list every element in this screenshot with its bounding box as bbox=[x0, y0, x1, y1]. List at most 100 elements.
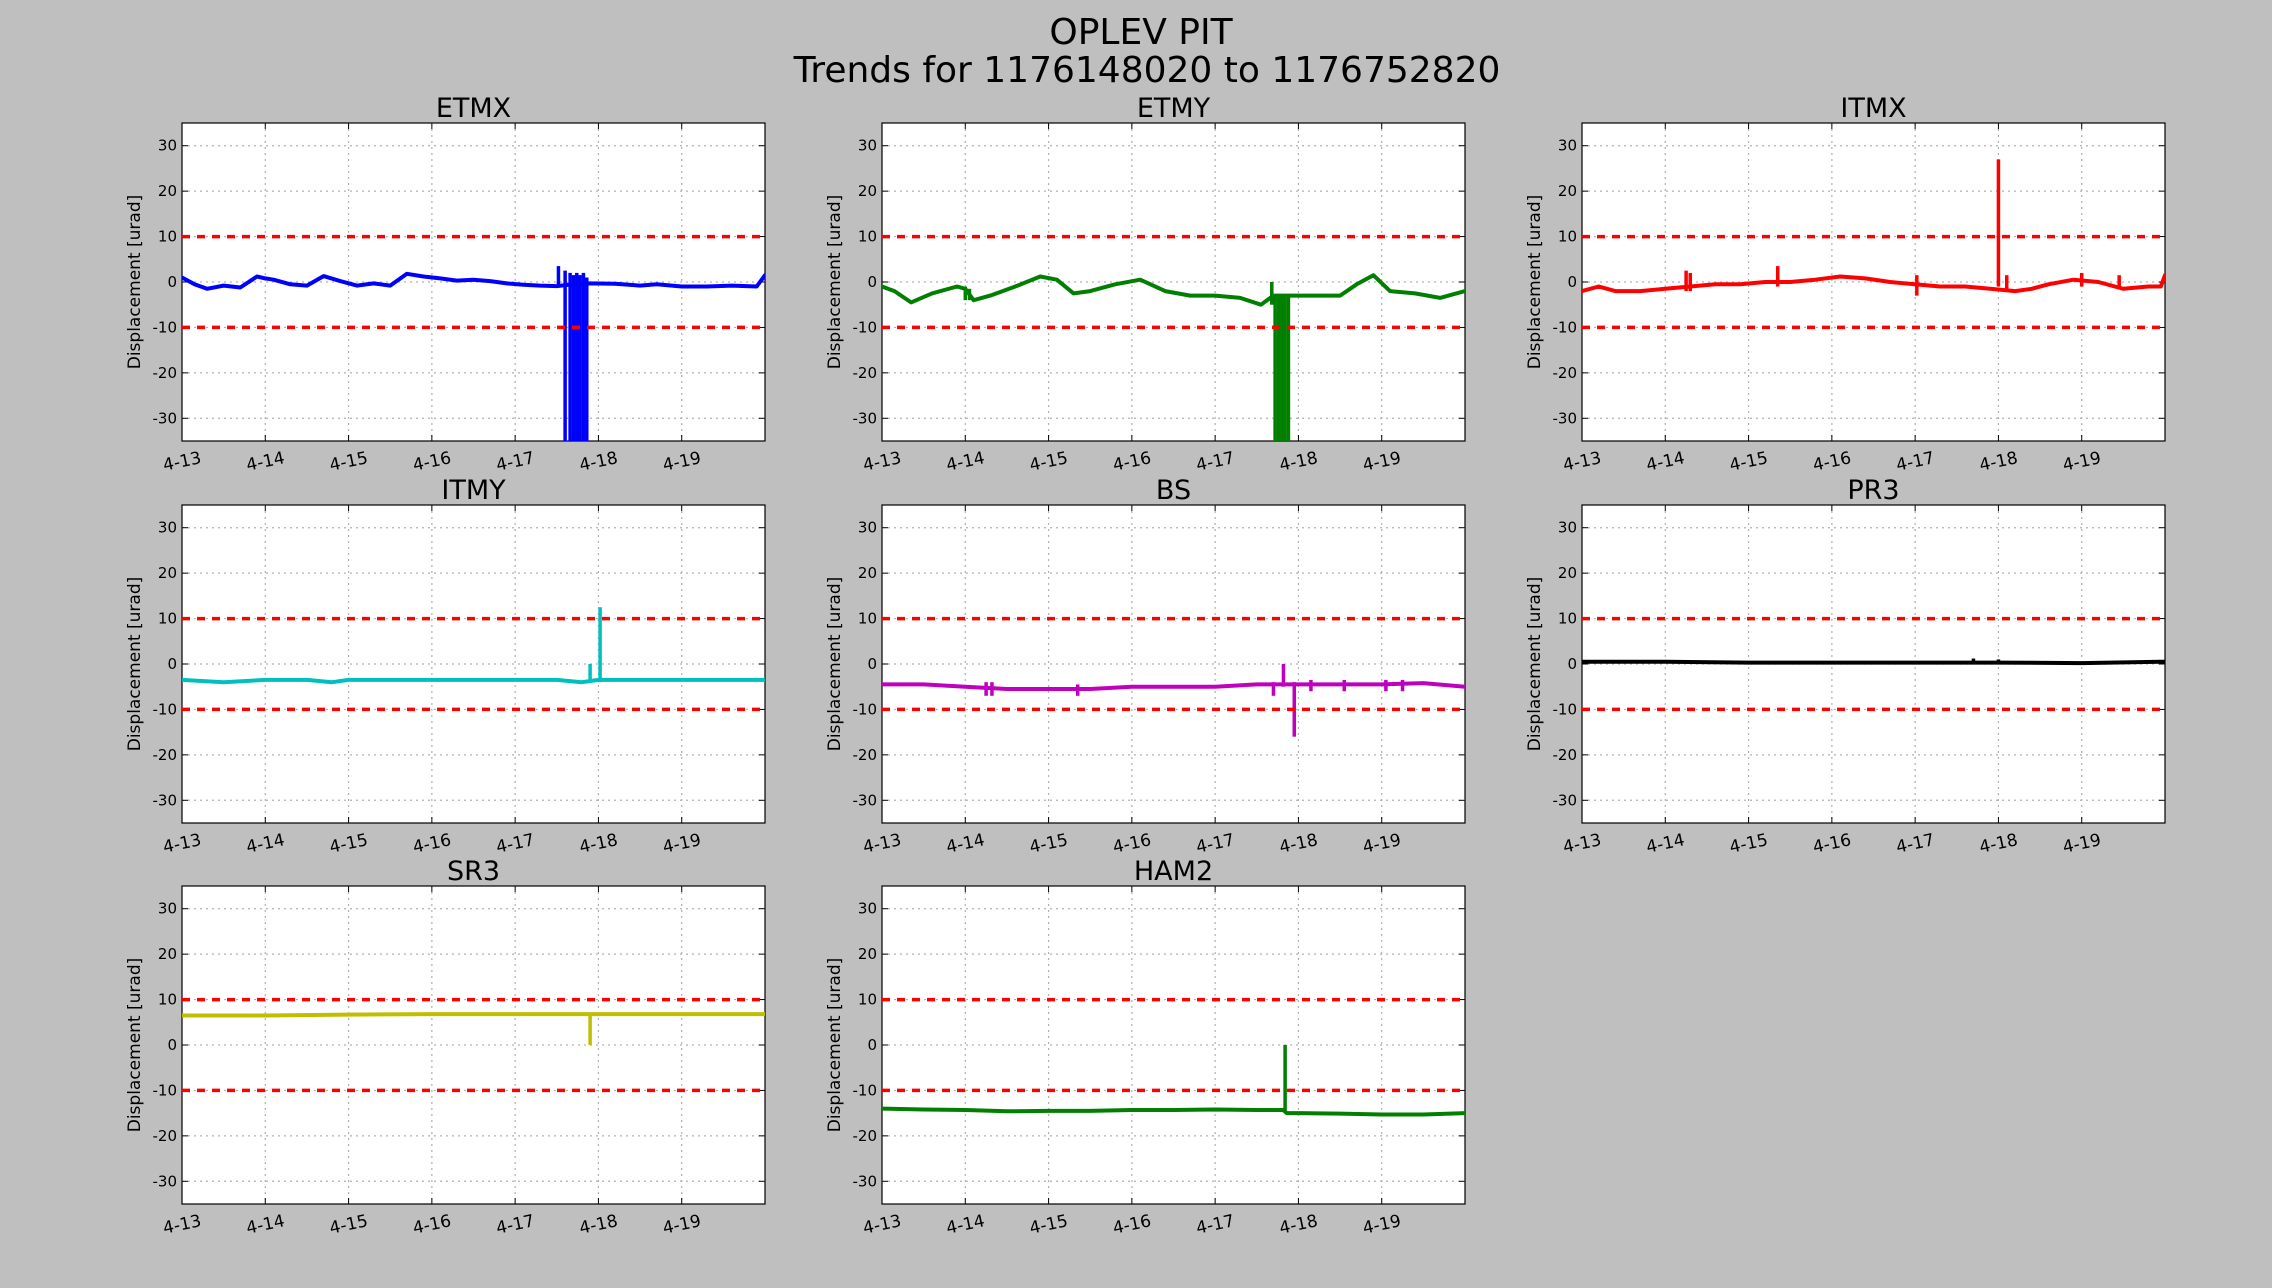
subplot-etmx: 30 20 10 0 -10 -20 -30 4-13 4-14 4-15 4-16 4-17 4-18… bbox=[125, 93, 766, 476]
y-tick-label: -10 bbox=[853, 1081, 878, 1099]
y-tick-label: 0 bbox=[867, 655, 877, 673]
x-tick-label: 4-19 bbox=[1361, 448, 1403, 476]
y-tick-label: 30 bbox=[858, 519, 877, 537]
y-tick-label: 10 bbox=[1558, 610, 1577, 628]
x-tick-label: 4-14 bbox=[1645, 448, 1687, 476]
subplot-title: PR3 bbox=[1847, 475, 1899, 506]
x-tick-label: 4-16 bbox=[411, 830, 453, 858]
x-tick-label: 4-16 bbox=[411, 1211, 453, 1239]
y-axis-label: Displacement [urad] bbox=[1525, 195, 1545, 370]
plot-area bbox=[881, 885, 1466, 1205]
x-tick-label: 4-16 bbox=[1111, 448, 1153, 476]
x-tick-label: 4-18 bbox=[1278, 1211, 1320, 1239]
y-tick-label: -20 bbox=[153, 364, 178, 382]
y-tick-label: 30 bbox=[858, 900, 877, 918]
x-tick-label: 4-18 bbox=[578, 448, 620, 476]
series-line bbox=[182, 1012, 765, 1018]
x-tick-label: 4-13 bbox=[1561, 448, 1603, 476]
x-tick-label: 4-15 bbox=[328, 448, 370, 476]
data-layer bbox=[182, 234, 765, 441]
subplot-bs: 30 20 10 0 -10 -20 -30 4-13 4-14 4-15 4-16 4-17 4-18… bbox=[825, 475, 1466, 858]
x-tick-label: 4-13 bbox=[861, 1211, 903, 1239]
y-tick-label: 20 bbox=[858, 182, 877, 200]
x-tick-label: 4-16 bbox=[1811, 830, 1853, 858]
y-tick-label: -10 bbox=[853, 700, 878, 718]
x-tick-label: 4-13 bbox=[161, 830, 203, 858]
y-tick-label: 30 bbox=[158, 137, 177, 155]
x-tick-label: 4-13 bbox=[861, 830, 903, 858]
y-tick-label: 0 bbox=[867, 273, 877, 291]
series-line bbox=[1582, 273, 2165, 294]
y-tick-label: 20 bbox=[858, 945, 877, 963]
subplot-title: BS bbox=[1156, 475, 1191, 506]
y-tick-label: -30 bbox=[853, 409, 878, 427]
series-line bbox=[182, 271, 765, 291]
x-tick-label: 4-19 bbox=[1361, 830, 1403, 858]
y-tick-label: -20 bbox=[153, 746, 178, 764]
series-line bbox=[882, 1106, 1465, 1117]
x-tick-label: 4-19 bbox=[661, 448, 703, 476]
x-tick-label: 4-17 bbox=[1894, 830, 1936, 858]
y-tick-label: 20 bbox=[158, 182, 177, 200]
y-tick-label: 10 bbox=[858, 228, 877, 246]
x-tick-label: 4-18 bbox=[1278, 448, 1320, 476]
x-tick-label: 4-19 bbox=[2061, 448, 2103, 476]
x-tick-label: 4-13 bbox=[861, 448, 903, 476]
y-tick-label: -20 bbox=[1553, 364, 1578, 382]
y-axis-label: Displacement [urad] bbox=[825, 577, 845, 752]
y-tick-label: 10 bbox=[158, 610, 177, 628]
plot-area bbox=[881, 122, 1466, 442]
y-tick-label: 30 bbox=[158, 900, 177, 918]
y-tick-label: -20 bbox=[153, 1127, 178, 1145]
y-tick-label: -20 bbox=[853, 1127, 878, 1145]
y-tick-label: -30 bbox=[1553, 409, 1578, 427]
subplot-itmy: 30 20 10 0 -10 -20 -30 4-13 4-14 4-15 4-16 4-17 4-18… bbox=[125, 475, 766, 858]
x-tick-label: 4-19 bbox=[661, 1211, 703, 1239]
x-tick-label: 4-16 bbox=[1111, 830, 1153, 858]
series-line bbox=[182, 677, 765, 685]
y-tick-label: 10 bbox=[858, 610, 877, 628]
x-tick-label: 4-19 bbox=[661, 830, 703, 858]
y-tick-label: -20 bbox=[1553, 746, 1578, 764]
y-tick-label: 30 bbox=[858, 137, 877, 155]
subplot-pr3: 30 20 10 0 -10 -20 -30 4-13 4-14 4-15 4-16 4-17 4-18… bbox=[1525, 475, 2166, 858]
x-tick-label: 4-15 bbox=[1728, 830, 1770, 858]
subplot-title: ETMY bbox=[1137, 93, 1211, 124]
subplot-title: HAM2 bbox=[1134, 856, 1213, 887]
grid bbox=[182, 505, 765, 823]
y-tick-label: 0 bbox=[1567, 273, 1577, 291]
x-tick-label: 4-18 bbox=[578, 830, 620, 858]
figure-title-line1: OPLEV PIT bbox=[1049, 12, 1233, 53]
data-layer bbox=[882, 997, 1465, 1117]
x-tick-label: 4-18 bbox=[1278, 830, 1320, 858]
y-tick-label: 10 bbox=[1558, 228, 1577, 246]
x-tick-label: 4-14 bbox=[245, 448, 287, 476]
y-tick-label: -30 bbox=[153, 409, 178, 427]
y-tick-label: -20 bbox=[853, 746, 878, 764]
y-tick-label: 0 bbox=[167, 273, 177, 291]
figure-title-line2: Trends for 1176148020 to 1176752820 bbox=[793, 50, 1501, 91]
y-tick-label: 20 bbox=[158, 945, 177, 963]
y-tick-label: 30 bbox=[1558, 137, 1577, 155]
x-tick-label: 4-15 bbox=[1028, 1211, 1070, 1239]
x-tick-label: 4-14 bbox=[1645, 830, 1687, 858]
y-tick-label: 10 bbox=[158, 228, 177, 246]
plot-area bbox=[181, 885, 766, 1205]
y-tick-label: -10 bbox=[153, 1081, 178, 1099]
subplot-title: SR3 bbox=[447, 856, 500, 887]
x-tick-label: 4-18 bbox=[578, 1211, 620, 1239]
y-tick-label: 0 bbox=[867, 1036, 877, 1054]
y-tick-label: -10 bbox=[853, 318, 878, 336]
y-tick-label: -10 bbox=[153, 318, 178, 336]
y-axis-label: Displacement [urad] bbox=[1525, 577, 1545, 752]
x-tick-label: 4-15 bbox=[1028, 830, 1070, 858]
data-layer bbox=[182, 607, 765, 712]
y-tick-label: -10 bbox=[1553, 318, 1578, 336]
y-tick-label: 20 bbox=[1558, 564, 1577, 582]
plot-area bbox=[881, 504, 1466, 824]
subplot-title: ITMY bbox=[441, 475, 506, 506]
series-line bbox=[1582, 659, 2165, 666]
subplot-title: ETMX bbox=[436, 93, 511, 124]
x-tick-label: 4-14 bbox=[945, 830, 987, 858]
